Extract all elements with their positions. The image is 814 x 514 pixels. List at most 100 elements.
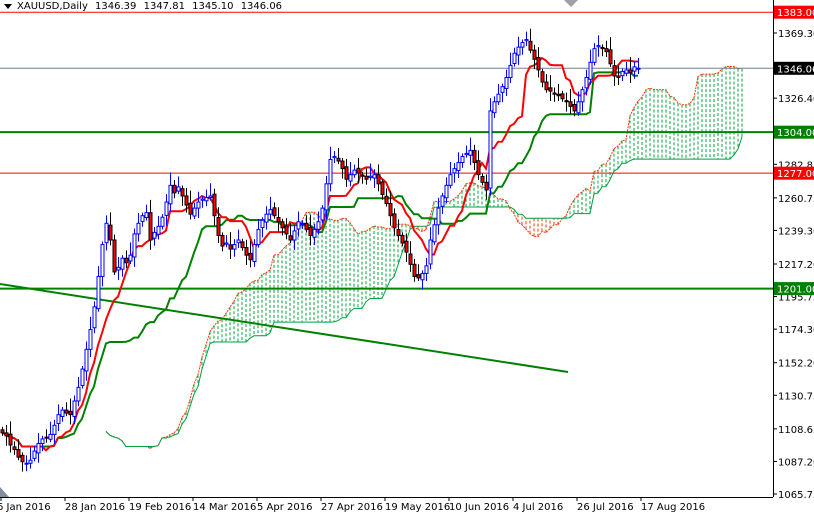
candle-bear [376, 174, 381, 185]
candle-bear [148, 212, 153, 241]
candle-bull [116, 266, 121, 271]
candle-bear [412, 263, 417, 277]
candle-bull [448, 174, 453, 186]
candle-bull [368, 175, 373, 178]
candle-bear [184, 195, 189, 206]
candle-bull [420, 272, 425, 281]
candle-bull [316, 221, 321, 230]
candle-bull [312, 228, 317, 238]
level-label-box [774, 5, 814, 19]
candle-bull [508, 64, 513, 78]
candle-bear [568, 101, 573, 107]
candle-bull [200, 198, 205, 201]
candle-bear [124, 257, 129, 264]
candle-bull [52, 424, 57, 435]
ohlc-close: 1346.06 [240, 1, 283, 12]
candle-bear [180, 188, 185, 197]
y-tick-label: 1217.20 [778, 260, 814, 271]
candle-bear [216, 217, 221, 236]
candle-bull [292, 230, 297, 241]
candle-bear [276, 217, 281, 223]
candle-bull [468, 149, 473, 156]
y-tick-label: 1152.20 [778, 359, 814, 370]
candle-bear [308, 227, 313, 236]
candle-bear [608, 49, 613, 65]
level-label-box [774, 282, 814, 296]
level-label-box [774, 61, 814, 75]
candle-bear [212, 193, 217, 217]
candle-bear [564, 100, 569, 103]
candle-bear [560, 93, 565, 100]
candle-bear [612, 65, 617, 77]
x-tick-label: 10 Jun 2016 [449, 502, 509, 513]
candle-bull [100, 244, 105, 277]
candle-bull [204, 196, 209, 202]
candle-bull [168, 184, 173, 205]
candle-bull [140, 215, 145, 222]
level-label-1383.00: 1383.00 [777, 8, 814, 19]
candle-bear [604, 48, 609, 53]
candle-bull [144, 212, 149, 219]
ohlc-low: 1345.10 [192, 1, 234, 12]
candle-bull [48, 433, 53, 440]
y-tick-label: 1326.40 [778, 94, 814, 105]
candle-bear [240, 241, 245, 249]
candle-bull [324, 183, 329, 211]
candle-bull [328, 159, 333, 185]
candle-bear [548, 87, 553, 92]
candle-bull [136, 222, 141, 235]
candle-bear [304, 222, 309, 230]
tenkan-sen-line [1, 56, 638, 452]
candle-bear [188, 202, 193, 215]
candle-bull [440, 195, 445, 207]
candle-bull [456, 162, 461, 171]
candle-bull [488, 110, 493, 189]
candle-bull [192, 207, 197, 217]
candle-bull [320, 207, 325, 221]
senkou-span-b [105, 136, 743, 447]
candle-bear [384, 195, 389, 205]
candle-bear [12, 446, 17, 451]
x-tick-label: 14 Mar 2016 [193, 502, 256, 513]
candle-bull [492, 101, 497, 114]
horizontal-levels [0, 11, 773, 373]
candle-bull [512, 52, 517, 65]
candle-bull [160, 216, 165, 227]
symbol-timeframe: XAUUSD,Daily [17, 1, 88, 12]
candle-bull [372, 174, 377, 179]
candle-bear [172, 184, 177, 194]
candle-bull [236, 239, 241, 244]
x-tick-label: 4 Jul 2016 [513, 502, 563, 513]
candle-bull [88, 329, 93, 350]
candle-bear [544, 81, 549, 91]
y-tick-label: 1108.65 [778, 425, 814, 436]
candle-bear [616, 75, 621, 78]
trendline [0, 283, 569, 373]
candle-bear [108, 224, 113, 241]
x-tick-label: 5 Apr 2016 [257, 502, 312, 513]
candle-bear [356, 167, 361, 174]
candle-bear [64, 409, 69, 414]
candle-bear [272, 207, 277, 217]
candle-bull [500, 86, 505, 93]
y-tick-label: 1065.75 [778, 490, 814, 501]
candle-bull [424, 265, 429, 274]
scroll-shift-icon[interactable] [564, 0, 578, 7]
candle-bull [464, 152, 469, 156]
ichimoku-lines [1, 56, 638, 452]
candle-bull [268, 209, 273, 215]
y-tick-label: 1260.75 [778, 194, 814, 205]
candle-bull [56, 414, 61, 424]
candle-bull [636, 67, 641, 70]
y-tick-label: 1282.85 [778, 160, 814, 171]
candle-bear [528, 40, 533, 51]
dropdown-arrow-icon[interactable] [4, 3, 12, 9]
x-tick-label: 19 May 2016 [385, 502, 450, 513]
candle-bull [84, 348, 89, 372]
ohlc-open: 1346.39 [95, 1, 137, 12]
candle-bull [516, 46, 521, 56]
candle-bear [4, 432, 9, 437]
candle-bull [524, 39, 529, 42]
y-tick-label: 1174.30 [778, 325, 814, 336]
